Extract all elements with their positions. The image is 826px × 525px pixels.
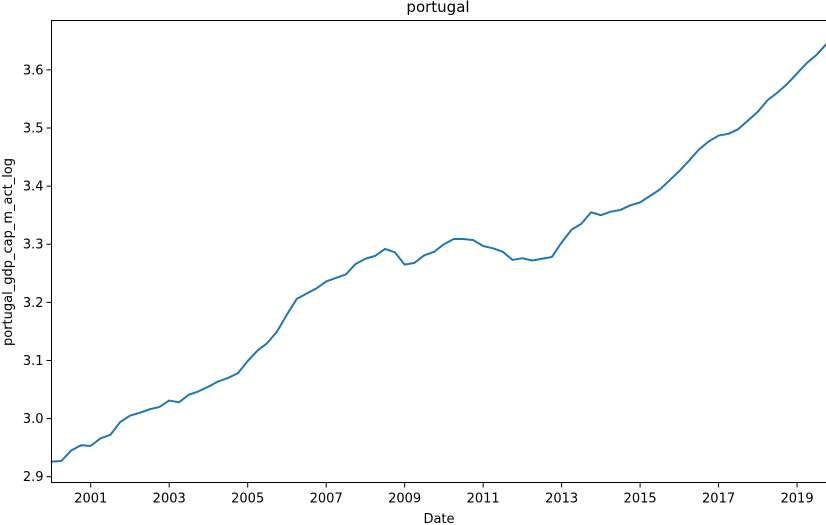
x-axis: 2001 2003 2005 2007 2009 2011 2013 2015 2017 2019: [74, 482, 814, 507]
series-line-portugal: [50, 42, 826, 463]
y-tick-label: 2.9: [23, 470, 44, 485]
y-axis: 2.9 3.0 3.1 3.2 3.3 3.4 3.5 3.6: [23, 63, 52, 485]
x-tick-label: 2003: [153, 492, 186, 507]
x-tick-label: 2015: [624, 492, 657, 507]
x-tick-label: 2007: [310, 492, 343, 507]
y-axis-label: portugal_gdp_cap_m_act_log: [1, 158, 16, 346]
x-tick-label: 2011: [467, 492, 500, 507]
y-tick-label: 3.5: [23, 122, 44, 137]
x-tick-label: 2005: [231, 492, 264, 507]
y-tick-label: 3.4: [23, 180, 44, 195]
x-tick-label: 2001: [74, 492, 107, 507]
y-tick-label: 3.6: [23, 63, 44, 78]
y-tick-label: 3.0: [23, 412, 44, 427]
y-tick-label: 3.2: [23, 296, 44, 311]
y-tick-label: 3.3: [23, 238, 44, 253]
y-tick-label: 3.1: [23, 354, 44, 369]
x-tick-label: 2017: [702, 492, 735, 507]
plot-frame: [51, 20, 826, 483]
x-tick-label: 2009: [388, 492, 421, 507]
x-tick-label: 2013: [545, 492, 578, 507]
x-axis-label: Date: [423, 512, 454, 525]
x-tick-label: 2019: [781, 492, 814, 507]
chart-title: portugal: [406, 0, 469, 16]
